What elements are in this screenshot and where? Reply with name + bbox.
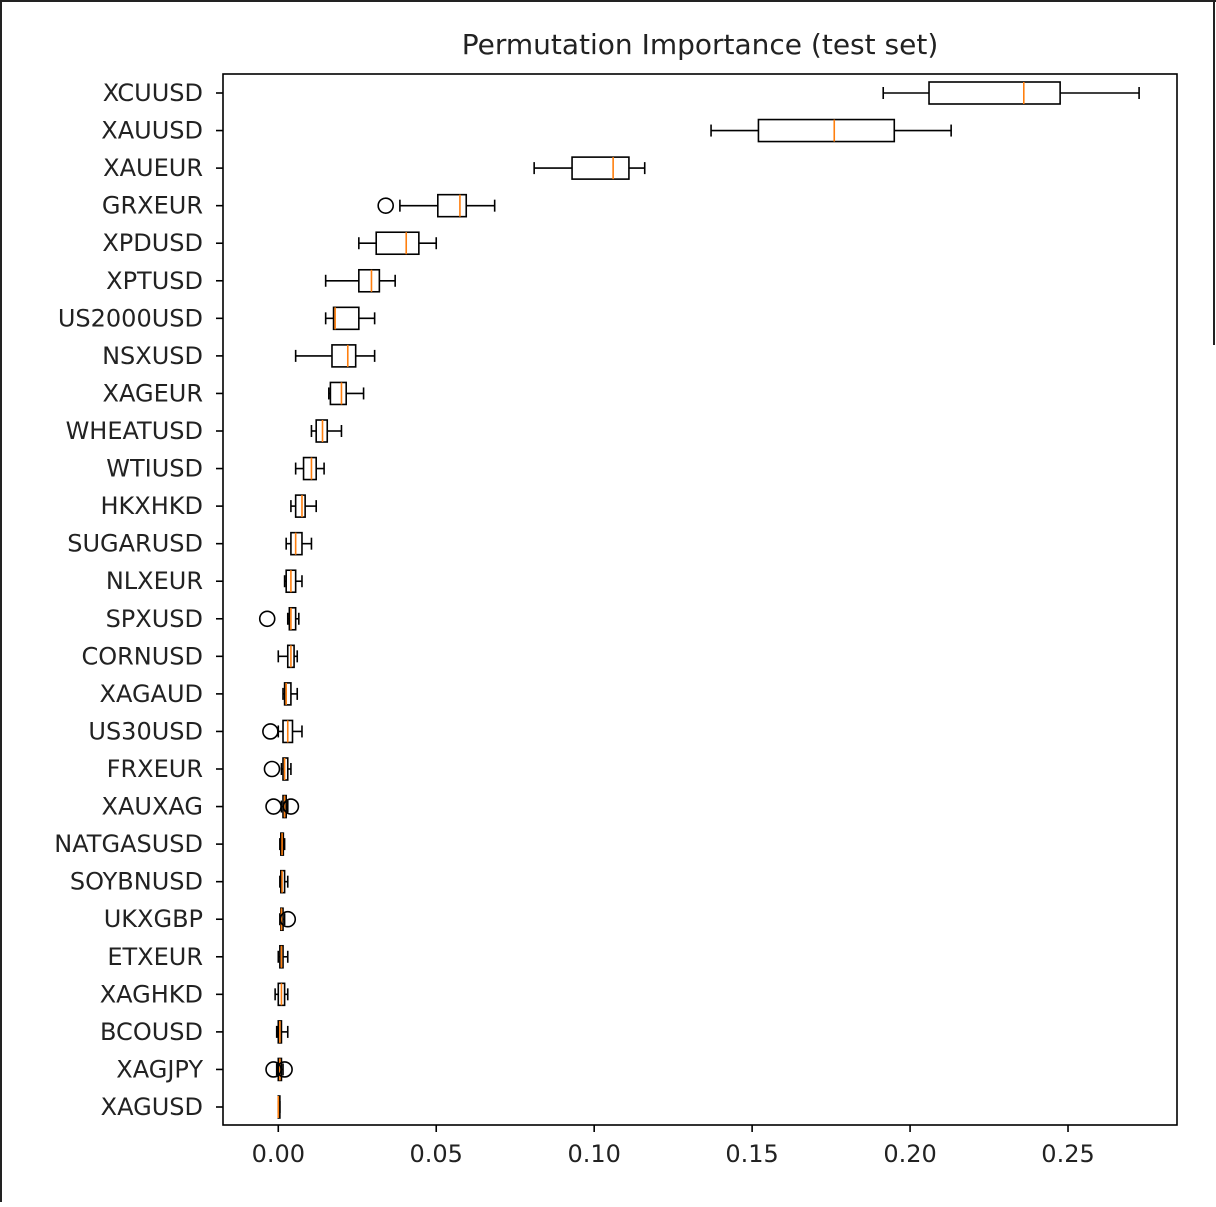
xtick-label-5: 0.25: [1041, 1140, 1094, 1168]
ytick-label-soybnusd: SOYBNUSD: [70, 868, 203, 896]
box-xptusd-box: [358, 268, 381, 293]
ytick-label-wtiusd: WTIUSD: [106, 455, 203, 483]
box-frxeur-flier-0: [263, 760, 281, 778]
plot-area: XCUUSD XAUUSD XAUEUR GRXEUR XPDUSD XPTUSD US20…: [54, 79, 1140, 1168]
xtick-label-3: 0.15: [725, 1140, 778, 1168]
ytick-label-ukxgbp: UKXGBP: [104, 905, 203, 933]
ytick-label-frxeur: FRXEUR: [107, 755, 203, 783]
ytick-label-xcuusd: XCUUSD: [103, 79, 203, 107]
ytick-label-cornusd: CORNUSD: [81, 642, 203, 670]
ytick-label-xagaud: XAGAUD: [100, 680, 204, 708]
xtick-label-1: 0.05: [410, 1140, 463, 1168]
ytick-label-xageur: XAGEUR: [103, 379, 203, 407]
ytick-label-xaueur: XAUEUR: [103, 154, 203, 182]
box-xauxag-flier-1: [282, 798, 300, 815]
xtick-label-0: 0.00: [252, 1140, 305, 1168]
box-us2000usd-box: [332, 306, 360, 331]
box-spxusd-box: [288, 606, 297, 631]
figure-border-top: [0, 0, 1216, 2]
ytick-label-xauusd: XAUUSD: [101, 117, 203, 145]
box-spxusd-flier-0: [258, 610, 276, 628]
box-nsxusd-box: [331, 344, 357, 368]
ytick-label-hkxhkd: HKXHKD: [101, 492, 204, 520]
ytick-label-wheatusd: WHEATUSD: [66, 417, 203, 445]
box-xauxag-flier-0: [265, 798, 282, 815]
ytick-label-xauxag: XAUXAG: [102, 793, 203, 821]
box-xaueur-box: [571, 156, 630, 180]
box-xagjpy-flier-0: [265, 1061, 282, 1078]
box-xagaud-box: [283, 682, 292, 706]
box-hkxhkd-box: [294, 494, 306, 518]
xtick-label-4: 0.20: [883, 1140, 936, 1168]
ytick-label-xagusd: XAGUSD: [101, 1093, 203, 1121]
box-xauusd-box: [757, 118, 896, 143]
box-us30usd-flier-0: [262, 723, 279, 740]
ytick-label-etxeur: ETXEUR: [107, 943, 203, 971]
box-wtiusd-box: [302, 456, 317, 481]
axes-frame: [222, 73, 1178, 1126]
ytick-label-nsxusd: NSXUSD: [102, 342, 203, 370]
box-grxeur-box: [437, 193, 468, 218]
ytick-label-xagjpy: XAGJPY: [116, 1055, 203, 1083]
ytick-label-natgasusd: NATGASUSD: [54, 830, 203, 858]
ytick-label-spxusd: SPXUSD: [106, 605, 203, 633]
ytick-label-bcousd: BCOUSD: [100, 1018, 203, 1046]
box-xageur-box: [329, 381, 347, 406]
box-grxeur-flier-0: [377, 197, 394, 214]
ytick-label-grxeur: GRXEUR: [102, 192, 203, 220]
ytick-label-nlxeur: NLXEUR: [106, 567, 203, 595]
xtick-label-2: 0.10: [567, 1140, 620, 1168]
box-xpdusd-box: [375, 231, 420, 256]
chart-title: Permutation Importance (test set): [462, 28, 939, 61]
figure-border-left: [0, 0, 2, 1202]
ytick-label-xptusd: XPTUSD: [106, 267, 203, 295]
figure-border-right: [1213, 0, 1215, 345]
box-xagjpy-flier-1: [276, 1061, 293, 1078]
ytick-label-us30usd: US30USD: [88, 717, 203, 745]
box-ukxgbp-flier-0: [279, 910, 297, 928]
box-xcuusd-box: [928, 81, 1061, 105]
ytick-label-sugarusd: SUGARUSD: [67, 530, 203, 558]
ytick-label-us2000usd: US2000USD: [58, 304, 203, 332]
ytick-label-xpdusd: XPDUSD: [102, 229, 203, 257]
ytick-label-xaghkd: XAGHKD: [100, 980, 203, 1008]
